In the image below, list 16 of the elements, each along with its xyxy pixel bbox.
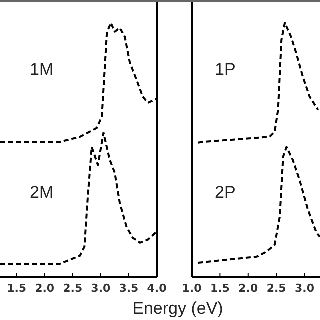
x-tick-label: 3.0 [91,282,112,295]
x-tick-label: 2.5 [266,282,286,295]
text: 1P [215,60,236,79]
x-tick-label: 2.0 [238,282,258,295]
x-tick-label: 2.0 [35,282,55,295]
text: 2P [215,183,236,202]
x-tick-label: 2.5 [63,282,83,295]
x-axis-title: Energy (eV) [132,299,224,318]
x-tick-label: 4.0 [147,282,168,295]
x-tick-label: 1.5 [7,282,27,295]
series-label: 2M [30,183,54,202]
x-tick-label: 3.5 [119,282,139,295]
x-tick-label: 3.0 [295,282,315,295]
text: 1M [30,60,54,79]
x-tick-label: 1.0 [182,282,202,295]
x-tick-label: 1.5 [210,282,230,295]
